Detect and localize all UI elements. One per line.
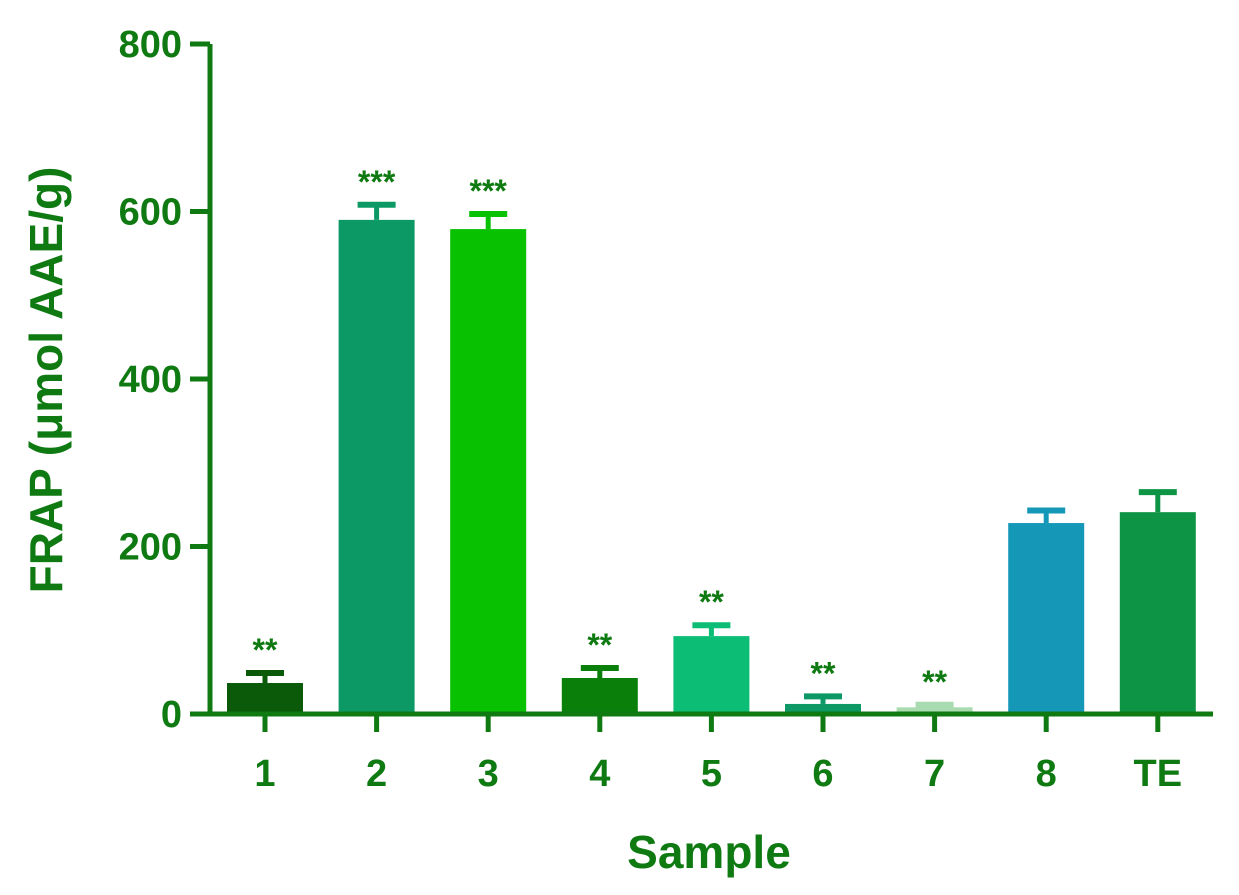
x-axis-title: Sample [627, 826, 791, 878]
error-bars [246, 201, 1177, 708]
y-tick-label-600: 600 [119, 192, 182, 234]
significance-label-5: ** [699, 584, 724, 620]
significance-label-6: ** [811, 655, 836, 691]
y-tick-label-200: 200 [119, 527, 182, 569]
y-axis-title: FRAP (μmol AAE/g) [20, 167, 72, 594]
y-tick-label-800: 800 [119, 24, 182, 66]
x-tick-label-8: 8 [1036, 753, 1057, 795]
x-tick-label-7: 7 [924, 753, 945, 795]
x-tick-label-6: 6 [812, 753, 833, 795]
bar-TE [1119, 512, 1196, 714]
bar-2 [338, 219, 415, 714]
significance-labels: ***** ********* ** [253, 164, 948, 700]
bar-3 [450, 229, 527, 714]
significance-label-3: *** [470, 173, 508, 209]
significance-label-7: ** [922, 664, 947, 700]
bar-1 [227, 683, 303, 714]
significance-label-4: ** [587, 627, 612, 663]
tick-labels: 1 2 3 4 5 6 7 8 TE 0 200 400 600 800 [119, 24, 1182, 795]
bars [227, 219, 1196, 714]
bar-5 [673, 636, 750, 714]
x-tick-label-4: 4 [589, 753, 610, 795]
bar-4 [561, 677, 638, 714]
bar-7 [896, 707, 973, 714]
significance-label-1: ** [253, 632, 278, 668]
x-tick-label-3: 3 [478, 753, 499, 795]
x-tick-label-2: 2 [366, 753, 387, 795]
bar-6 [785, 703, 861, 714]
y-tick-label-400: 400 [119, 359, 182, 401]
x-tick-label-TE: TE [1134, 753, 1183, 795]
significance-label-2: *** [358, 164, 396, 200]
x-tick-label-5: 5 [701, 753, 722, 795]
y-tick-label-0: 0 [161, 694, 182, 736]
bar-8 [1008, 523, 1085, 714]
x-tick-label-1: 1 [254, 753, 275, 795]
axes [190, 41, 1213, 732]
